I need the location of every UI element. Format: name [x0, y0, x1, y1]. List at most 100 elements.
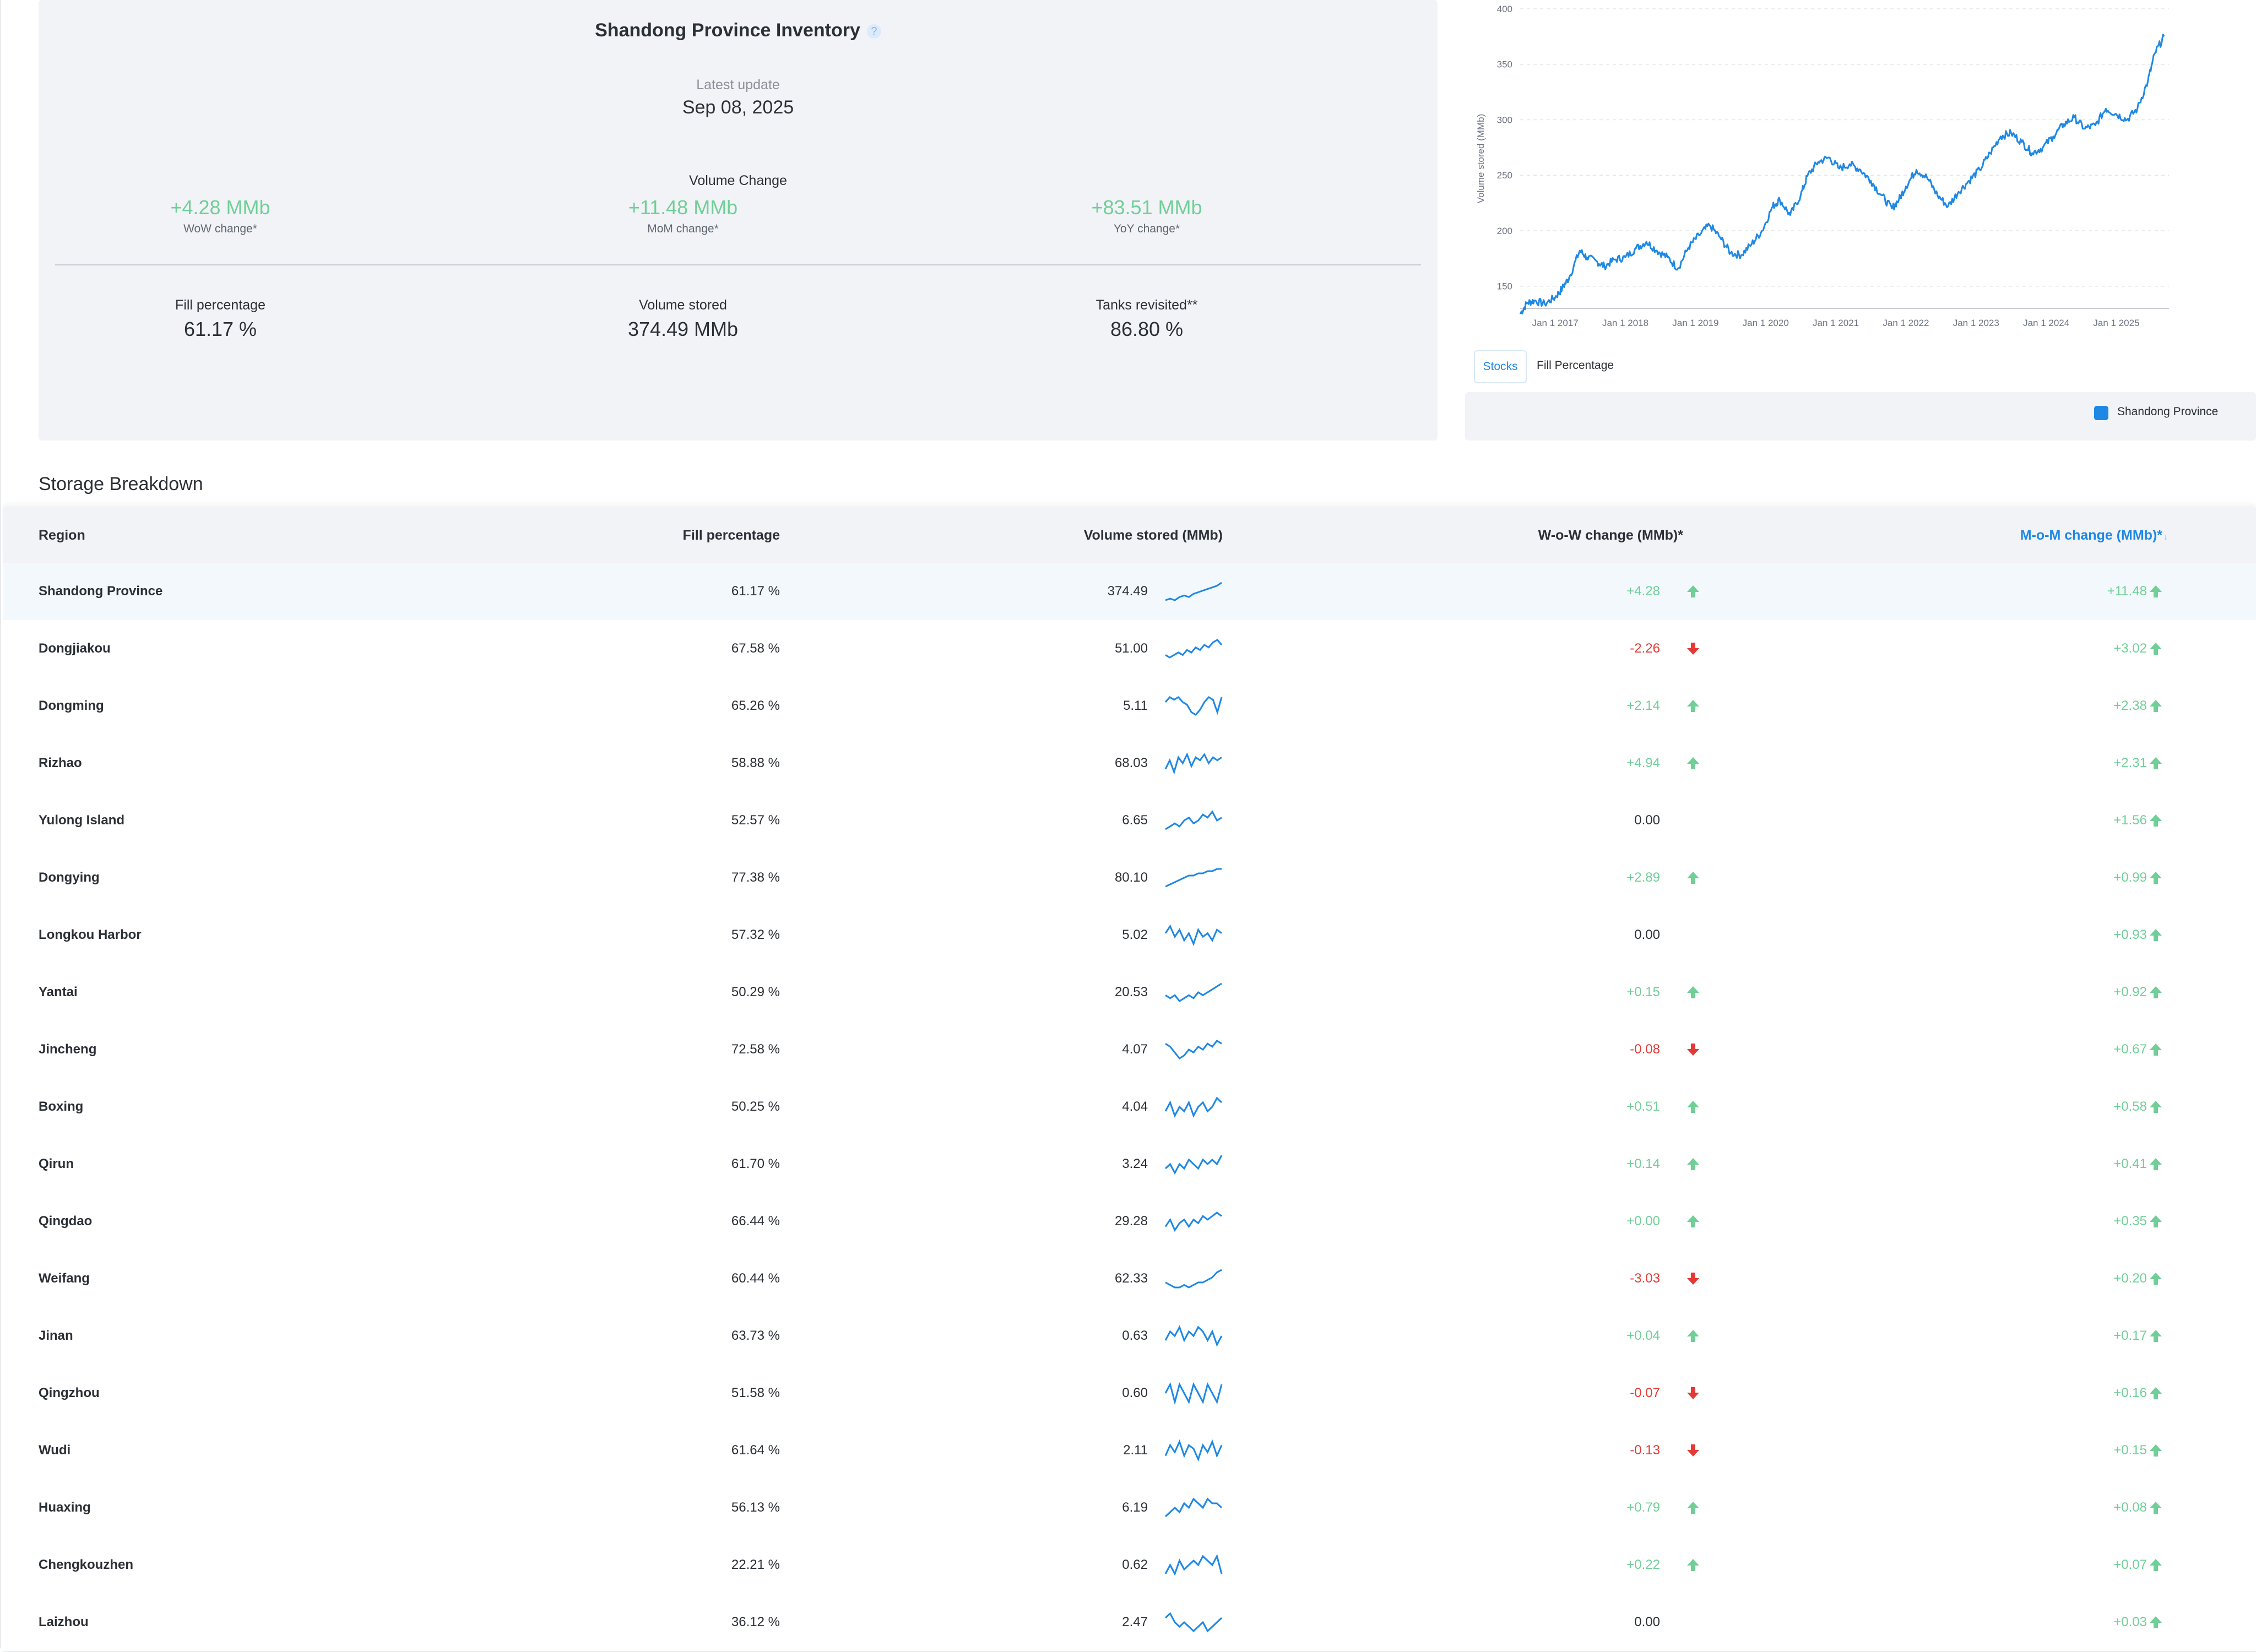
- fill-percentage-cell: 60.44 %: [731, 1271, 780, 1286]
- mom-change-cell: +0.15: [2113, 1443, 2147, 1458]
- y-tick-label: 150: [1497, 281, 1512, 292]
- table-row[interactable]: Jincheng 72.58 % 4.07 -0.08 +0.67: [3, 1021, 2256, 1079]
- table-row[interactable]: Shandong Province 61.17 % 374.49 +4.28 +11.4…: [3, 563, 2256, 621]
- region-name: Dongming: [39, 698, 104, 713]
- table-row[interactable]: Longkou Harbor 57.32 % 5.02 0.00 +0.93: [3, 906, 2256, 965]
- table-row[interactable]: Boxing 50.25 % 4.04 +0.51 +0.58: [3, 1078, 2256, 1137]
- arrow-down-icon: [1685, 641, 1701, 656]
- mom-change-cell: +0.58: [2113, 1099, 2147, 1114]
- sort-desc-icon[interactable]: ↓: [2163, 532, 2168, 542]
- sparkline-line: [1164, 1155, 1223, 1175]
- volume-stored-cell: 62.33: [1114, 1271, 1148, 1286]
- mom-change-cell: +2.38: [2113, 698, 2147, 713]
- region-name: Jincheng: [39, 1042, 97, 1057]
- fill-percentage-label: Fill percentage: [175, 297, 265, 313]
- region-name: Wudi: [39, 1443, 71, 1458]
- fill-percentage-cell: 66.44 %: [731, 1214, 780, 1229]
- sparkline-chart: [1165, 868, 1222, 888]
- sparkline-chart: [1164, 696, 1223, 716]
- mom-change-cell: +3.02: [2113, 641, 2147, 656]
- stocks-toggle-button[interactable]: Stocks: [1474, 350, 1527, 383]
- chart-legend: Shandong Province: [1465, 392, 2256, 441]
- table-row[interactable]: Rizhao 58.88 % 68.03 +4.94 +2.31: [3, 735, 2256, 793]
- table-row[interactable]: Dongying 77.38 % 80.10 +2.89 +0.99: [3, 849, 2256, 907]
- table-row[interactable]: Yulong Island 52.57 % 6.65 0.00 +1.56: [3, 792, 2256, 850]
- sparkline-chart: [1164, 1439, 1223, 1461]
- sparkline-chart: [1164, 1155, 1223, 1175]
- region-name: Rizhao: [39, 756, 82, 770]
- fill-percentage-stat: Fill percentage 61.17 %: [0, 297, 441, 341]
- wow-change-cell: 0.00: [1634, 927, 1660, 942]
- region-name: Qingdao: [39, 1214, 93, 1229]
- wow-change: +4.28 MMb WoW change*: [0, 196, 441, 236]
- sparkline-chart: [1164, 1382, 1223, 1404]
- table-row[interactable]: Laizhou 36.12 % 2.47 0.00 +0.03: [3, 1594, 2256, 1652]
- table-row[interactable]: Yantai 50.29 % 20.53 +0.15 +0.92: [3, 964, 2256, 1022]
- header-mom-change-label: M-o-M change (MMb)*: [2020, 528, 2162, 543]
- fill-percentage-cell: 61.64 %: [731, 1443, 780, 1458]
- wow-change-cell: +0.00: [1626, 1214, 1660, 1229]
- legend-label[interactable]: Shandong Province: [2117, 405, 2219, 418]
- wow-change-cell: -0.07: [1630, 1385, 1660, 1400]
- mom-change-label: MoM change*: [647, 222, 719, 235]
- table-row[interactable]: Huaxing 56.13 % 6.19 +0.79 +0.08: [3, 1479, 2256, 1537]
- table-row[interactable]: Qingzhou 51.58 % 0.60 -0.07 +0.16: [3, 1365, 2256, 1423]
- table-row[interactable]: Qingdao 66.44 % 29.28 +0.00 +0.35: [3, 1193, 2256, 1251]
- x-tick-label: Jan 1 2021: [1813, 318, 1859, 328]
- region-name: Qingzhou: [39, 1385, 100, 1400]
- arrow-down-icon: [1685, 1271, 1701, 1286]
- volume-stored-stat: Volume stored 374.49 MMb: [463, 297, 903, 341]
- header-region[interactable]: Region: [39, 528, 85, 543]
- sparkline-chart: [1164, 1497, 1223, 1518]
- fill-percentage-toggle-button[interactable]: Fill Percentage: [1537, 359, 1614, 372]
- tanks-revisited-value: 86.80 %: [1110, 318, 1184, 340]
- latest-update-label: Latest update: [696, 77, 780, 93]
- sparkline-chart: [1164, 1554, 1223, 1576]
- arrow-up-icon: [2148, 1271, 2163, 1286]
- table-row[interactable]: Dongjiakou 67.58 % 51.00 -2.26 +3.02: [3, 620, 2256, 678]
- x-tick-label: Jan 1 2024: [2023, 318, 2069, 328]
- header-volume-stored[interactable]: Volume stored (MMb): [1083, 528, 1223, 543]
- sparkline-line: [1165, 582, 1222, 601]
- table-row[interactable]: Chengkouzhen 22.21 % 0.62 +0.22 +0.07: [3, 1536, 2256, 1595]
- summary-title: Shandong Province Inventory?: [39, 20, 1438, 41]
- fill-percentage-cell: 50.25 %: [731, 1099, 780, 1114]
- table-row[interactable]: Wudi 61.64 % 2.11 -0.13 +0.15: [3, 1422, 2256, 1480]
- region-name: Laizhou: [39, 1615, 89, 1629]
- yoy-change: +83.51 MMb YoY change*: [926, 196, 1367, 236]
- wow-change-cell: +4.94: [1626, 756, 1660, 770]
- table-row[interactable]: Weifang 60.44 % 62.33 -3.03 +0.20: [3, 1250, 2256, 1308]
- header-fill-percentage[interactable]: Fill percentage: [682, 528, 780, 543]
- sparkline-chart: [1165, 582, 1222, 601]
- stocks-line-chart[interactable]: 150 200 250 300 350 400 Jan 1 2017 Jan 1 2018 Ja…: [1465, 0, 2181, 336]
- x-tick-label: Jan 1 2017: [1532, 318, 1579, 328]
- region-name: Dongying: [39, 870, 100, 885]
- volume-stored-cell: 0.60: [1122, 1385, 1148, 1400]
- inventory-summary-card: Shandong Province Inventory? Latest upda…: [39, 0, 1438, 441]
- fill-percentage-value: 61.17 %: [183, 318, 257, 340]
- region-name: Jinan: [39, 1328, 73, 1343]
- arrow-up-icon: [1685, 1156, 1701, 1172]
- table-row[interactable]: Dongming 65.26 % 5.11 +2.14 +2.38: [3, 677, 2256, 736]
- fill-percentage-cell: 36.12 %: [731, 1615, 780, 1629]
- mom-change-value: +11.48 MMb: [628, 196, 738, 219]
- sparkline-line: [1164, 1096, 1223, 1118]
- x-tick-label: Jan 1 2023: [1953, 318, 1999, 328]
- mom-change-cell: +0.92: [2113, 985, 2147, 999]
- header-wow-change[interactable]: W-o-W change (MMb)*: [1538, 528, 1683, 543]
- help-icon[interactable]: ?: [866, 24, 881, 39]
- arrow-up-icon: [2148, 813, 2163, 828]
- mom-change-cell: +2.31: [2113, 756, 2147, 770]
- table-row[interactable]: Jinan 63.73 % 0.63 +0.04 +0.17: [3, 1307, 2256, 1366]
- wow-change-cell: -3.03: [1630, 1271, 1660, 1286]
- header-mom-change[interactable]: M-o-M change (MMb)* ↓: [2020, 508, 2168, 563]
- arrow-up-icon: [2148, 1500, 2163, 1515]
- fill-percentage-cell: 65.26 %: [731, 698, 780, 713]
- table-row[interactable]: Qirun 61.70 % 3.24 +0.14 +0.41: [3, 1135, 2256, 1194]
- volume-stored-value: 374.49 MMb: [627, 318, 739, 340]
- sparkline-chart: [1164, 924, 1222, 946]
- mom-change-cell: +0.41: [2113, 1156, 2147, 1171]
- sparkline-chart: [1165, 982, 1222, 1002]
- legend-swatch[interactable]: [2094, 406, 2108, 420]
- mom-change-cell: +0.07: [2113, 1557, 2147, 1572]
